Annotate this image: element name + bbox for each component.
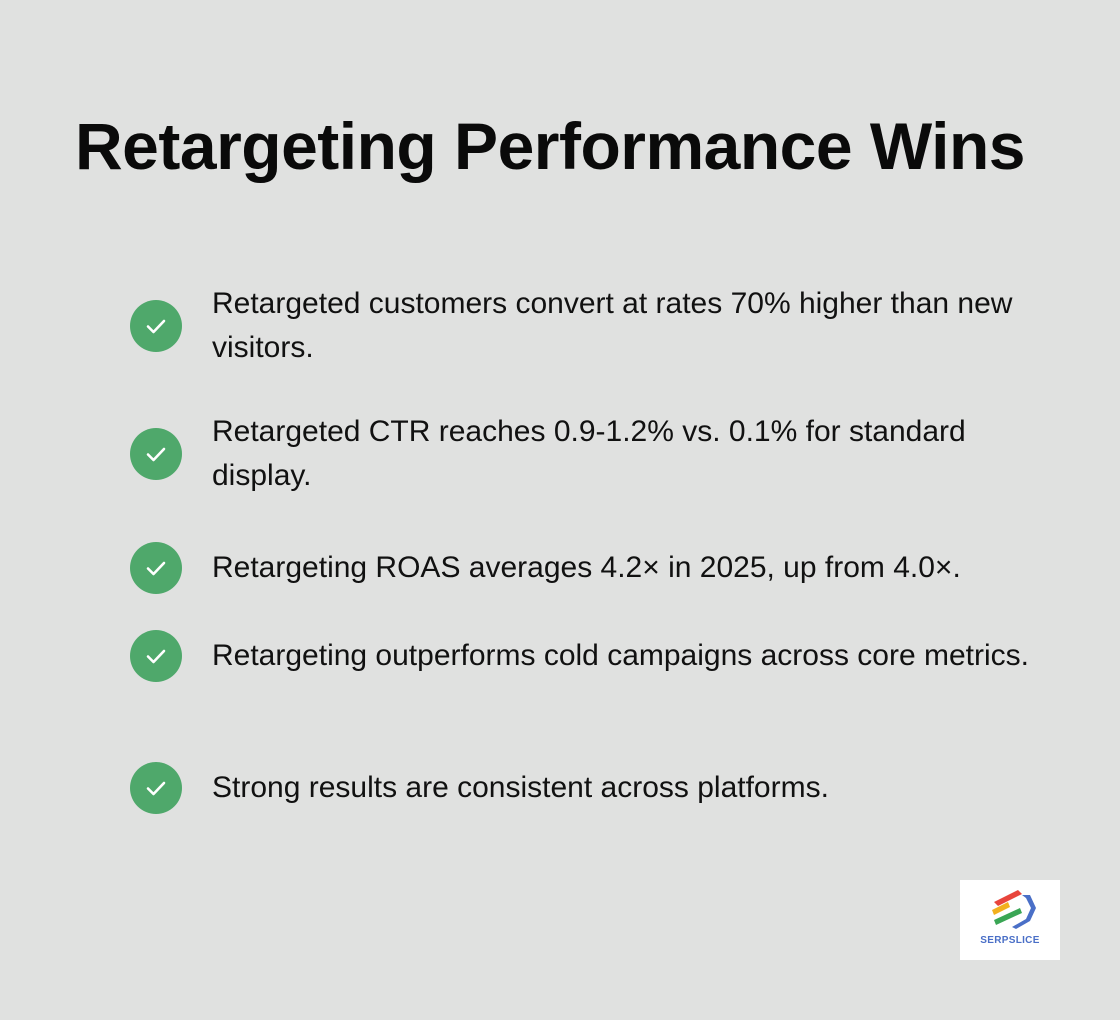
- serpslice-hexagon-icon: [992, 890, 1036, 929]
- serpslice-logo: SERPSLICE: [960, 880, 1060, 960]
- item-text: Retargeted CTR reaches 0.9-1.2% vs. 0.1%…: [212, 415, 966, 492]
- item-text: Strong results are consistent across pla…: [212, 771, 829, 804]
- check-circle-icon: [130, 428, 182, 480]
- item-text: Retargeting outperforms cold campaigns a…: [212, 639, 1030, 672]
- list-item: Strong results are consistent across pla…: [130, 762, 1070, 814]
- check-circle-icon: [130, 300, 182, 352]
- page-title: Retargeting Performance Wins: [75, 109, 1025, 183]
- list-item: Retargeted CTR reaches 0.9-1.2% vs. 0.1%…: [130, 410, 1070, 498]
- check-circle-icon: [130, 762, 182, 814]
- item-text: Retargeted customers convert at rates 70…: [212, 287, 1013, 364]
- item-text: Retargeting ROAS averages 4.2× in 2025, …: [212, 551, 961, 584]
- list-item: Retargeting ROAS averages 4.2× in 2025, …: [130, 542, 1070, 594]
- list-item: Retargeted customers convert at rates 70…: [130, 282, 1070, 370]
- list-item: Retargeting outperforms cold campaigns a…: [130, 630, 1070, 682]
- check-circle-icon: [130, 630, 182, 682]
- check-circle-icon: [130, 542, 182, 594]
- logo-text: SERPSLICE: [980, 935, 1040, 946]
